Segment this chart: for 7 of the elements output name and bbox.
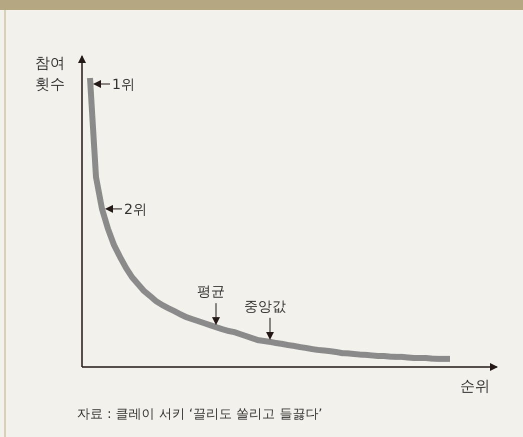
text: 자료 : 클레이 서키 ‘끌리도 쏠리고 들끓다’ (77, 407, 322, 422)
x-axis-title: 순위 (460, 377, 490, 395)
annotation: 중앙값 (244, 298, 286, 315)
annotation: 2위 (124, 202, 147, 218)
annotation: 1위 (112, 77, 135, 93)
y-axis-title: 참여 횟수 (35, 54, 65, 93)
annotation: 평균 (197, 284, 225, 300)
